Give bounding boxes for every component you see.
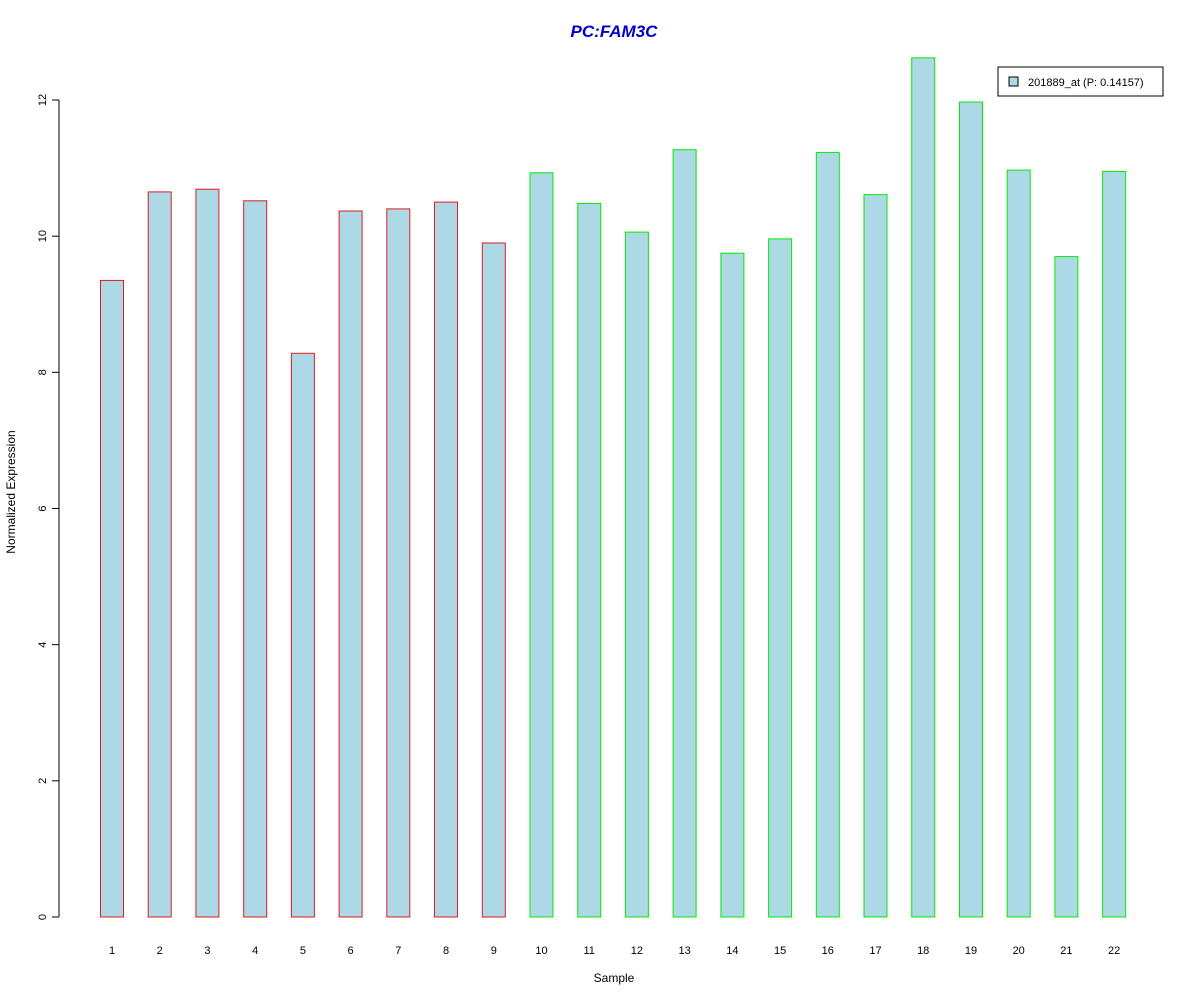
y-tick-label: 12	[37, 94, 49, 106]
bar	[720, 252, 745, 918]
x-tick-label: 14	[726, 945, 738, 957]
bar	[624, 231, 649, 918]
x-tick-label: 12	[631, 945, 643, 957]
x-tick-label: 18	[917, 945, 929, 957]
x-axis-tick-labels: 1 2 3 4 5 6 7 8 9 10 11 12 13 14 15 16 17 18 19 20 21 22	[109, 945, 1120, 957]
y-tick-label: 10	[37, 230, 49, 242]
bars	[100, 57, 1127, 918]
legend-swatch	[1008, 76, 1019, 87]
bar	[1006, 169, 1031, 918]
x-tick-label: 1	[109, 945, 115, 957]
bar	[338, 210, 363, 918]
bar	[863, 194, 888, 918]
y-tick-label: 2	[37, 778, 49, 784]
y-tick-label: 8	[37, 369, 49, 375]
bar	[768, 238, 793, 918]
bar	[100, 279, 124, 918]
y-tick-label: 0	[37, 914, 49, 920]
y-axis-label: Normalized Expression	[4, 430, 18, 553]
x-tick-label: 16	[822, 945, 834, 957]
x-tick-label: 10	[535, 945, 547, 957]
chart-title: PC:FAM3C	[571, 22, 659, 41]
x-tick-label: 20	[1013, 945, 1025, 957]
x-tick-label: 15	[774, 945, 786, 957]
x-tick-label: 8	[443, 945, 449, 957]
x-tick-label: 6	[348, 945, 354, 957]
x-tick-label: 7	[395, 945, 401, 957]
x-tick-label: 17	[869, 945, 881, 957]
bar	[1054, 256, 1079, 918]
legend: 201889_at (P: 0.14157)	[997, 66, 1164, 97]
x-tick-label: 22	[1108, 945, 1120, 957]
bar	[386, 208, 411, 918]
bar	[243, 200, 268, 918]
x-tick-label: 19	[965, 945, 977, 957]
legend-entry: 201889_at (P: 0.14157)	[1028, 77, 1144, 89]
bar	[577, 203, 602, 918]
x-tick-label: 11	[583, 945, 594, 957]
y-axis: 0 2 4 6 8 10 12	[37, 94, 60, 920]
x-tick-label: 3	[204, 945, 210, 957]
bar	[147, 191, 172, 918]
bar	[959, 101, 983, 918]
x-tick-label: 21	[1060, 945, 1072, 957]
bar	[195, 188, 220, 918]
bar	[529, 172, 554, 918]
x-tick-label: 2	[157, 945, 163, 957]
legend-box	[997, 66, 1164, 97]
x-tick-label: 13	[678, 945, 690, 957]
x-tick-label: 9	[491, 945, 497, 957]
x-axis-label: Sample	[594, 971, 635, 985]
bar	[815, 151, 840, 918]
y-tick-label: 4	[37, 642, 49, 648]
bar	[434, 201, 458, 918]
bar	[481, 242, 506, 918]
x-tick-label: 5	[300, 945, 306, 957]
bar	[672, 149, 697, 918]
bar	[911, 57, 936, 918]
y-tick-label: 6	[37, 505, 49, 511]
bar	[1102, 171, 1127, 918]
x-tick-label: 4	[252, 945, 258, 957]
bar	[290, 352, 315, 918]
